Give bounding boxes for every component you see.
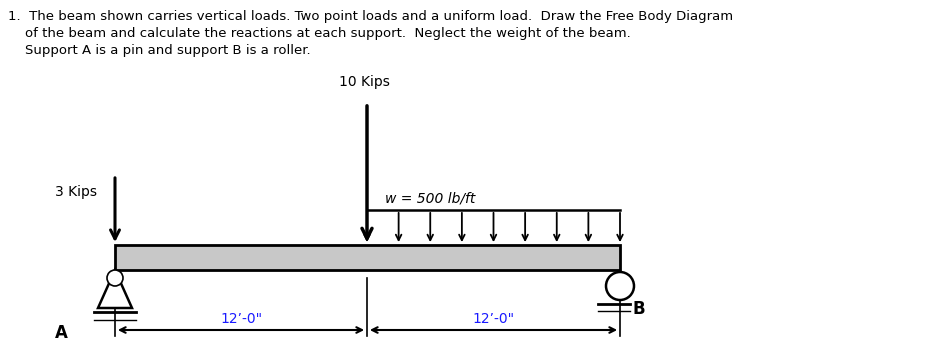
Circle shape (107, 270, 123, 286)
Text: Support A is a pin and support B is a roller.: Support A is a pin and support B is a ro… (8, 44, 311, 57)
Text: 10 Kips: 10 Kips (339, 75, 389, 89)
Text: 12’-0": 12’-0" (220, 312, 262, 326)
Polygon shape (98, 270, 132, 308)
Text: of the beam and calculate the reactions at each support.  Neglect the weight of : of the beam and calculate the reactions … (8, 27, 631, 40)
Text: w = 500 lb/ft: w = 500 lb/ft (385, 191, 475, 205)
Text: A: A (55, 324, 68, 342)
Text: 1.  The beam shown carries vertical loads. Two point loads and a uniform load.  : 1. The beam shown carries vertical loads… (8, 10, 734, 23)
Bar (115, 245, 620, 270)
Circle shape (606, 272, 634, 300)
Text: 12’-0": 12’-0" (473, 312, 514, 326)
Text: 3 Kips: 3 Kips (55, 185, 97, 199)
Text: B: B (632, 300, 645, 318)
